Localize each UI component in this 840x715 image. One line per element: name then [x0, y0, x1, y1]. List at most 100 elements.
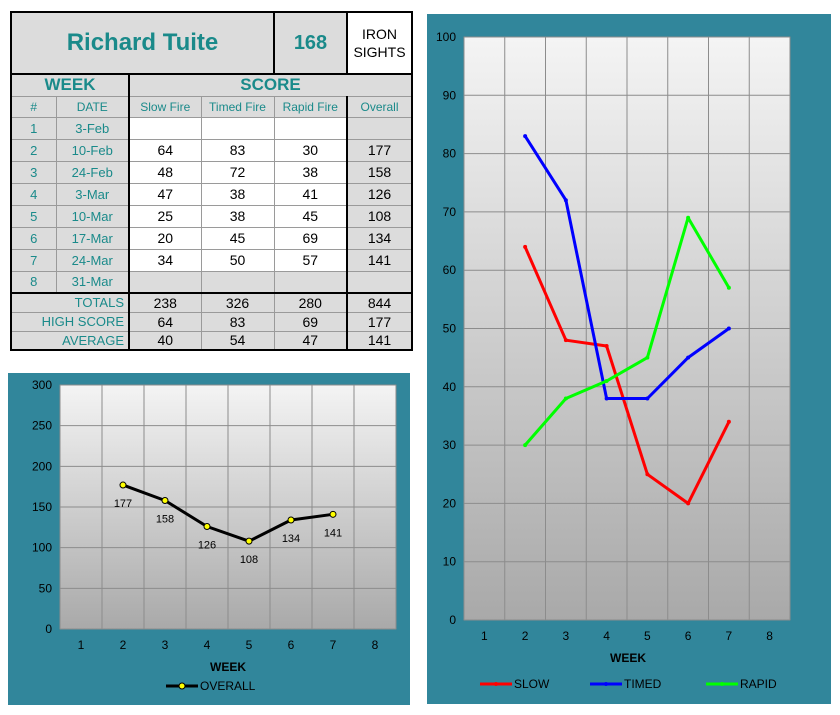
rapid-score — [273, 270, 348, 294]
high-score-timed: 83 — [200, 311, 275, 332]
col-header-slow: Slow Fire — [128, 95, 202, 118]
score-section-header: SCORE — [128, 73, 413, 97]
series-line-timed — [523, 135, 730, 400]
totals-row: TOTALS 238 326 280 844 — [10, 292, 413, 313]
overall-score: 177 — [346, 138, 413, 162]
rapid-score: 57 — [273, 248, 348, 272]
series-line-rapid — [523, 216, 731, 447]
column-header-row: # DATE Slow Fire Timed Fire Rapid Fire O… — [10, 95, 413, 118]
slow-score: 25 — [128, 204, 202, 228]
overall-score: 141 — [346, 248, 413, 272]
x-tick-label: 2 — [120, 638, 127, 652]
data-point — [686, 355, 691, 360]
y-tick-label: 70 — [443, 205, 457, 219]
x-tick-label: 3 — [563, 629, 570, 643]
row-date: 3-Feb — [55, 116, 130, 140]
data-label: 141 — [324, 527, 342, 539]
row-date: 10-Mar — [55, 204, 130, 228]
rapid-score: 41 — [273, 182, 348, 206]
sights-type: IRON SIGHTS — [346, 11, 413, 75]
table-row: 2 10-Feb 64 83 30 177 — [10, 138, 413, 162]
col-header-date: DATE — [55, 95, 130, 118]
rapid-score: 38 — [273, 160, 348, 184]
data-label: 177 — [114, 498, 132, 510]
average-timed: 54 — [200, 330, 275, 351]
y-tick-label: 50 — [39, 581, 53, 595]
average-overall: 141 — [346, 330, 413, 351]
data-point — [645, 472, 650, 477]
data-point — [726, 419, 731, 424]
slow-score — [128, 270, 202, 294]
row-number: 3 — [10, 160, 57, 184]
data-point — [645, 396, 650, 401]
row-date: 24-Feb — [55, 160, 130, 184]
legend-marker — [494, 682, 498, 686]
legend-marker — [720, 682, 724, 686]
y-tick-label: 300 — [32, 378, 52, 392]
overall-score — [346, 116, 413, 140]
data-point — [604, 343, 609, 348]
sights-line1: IRON — [362, 26, 397, 42]
row-date: 31-Mar — [55, 270, 130, 294]
row-number: 7 — [10, 248, 57, 272]
y-tick-label: 200 — [32, 459, 52, 473]
data-point — [287, 516, 295, 524]
y-tick-label: 30 — [443, 438, 457, 452]
totals-rapid: 280 — [273, 292, 348, 313]
y-tick-label: 90 — [443, 88, 457, 102]
data-label: 108 — [240, 554, 258, 566]
stage-chart: 0 10 20 30 40 50 60 70 80 90 100 1 2 3 4 5 6 7 8 WEEK SLO… — [427, 14, 831, 704]
table-row: 7 24-Mar 34 50 57 141 — [10, 248, 413, 272]
shooter-number: 168 — [273, 11, 348, 75]
x-tick-label: 4 — [603, 629, 610, 643]
high-score-overall: 177 — [346, 311, 413, 332]
row-date: 24-Mar — [55, 248, 130, 272]
series-line-overall — [122, 483, 334, 543]
y-tick-label: 80 — [443, 147, 457, 161]
high-score-slow: 64 — [128, 311, 202, 332]
overall-score: 158 — [346, 160, 413, 184]
data-label: 126 — [198, 540, 216, 552]
col-header-timed: Timed Fire — [200, 95, 275, 118]
timed-score: 72 — [200, 160, 275, 184]
row-date: 10-Feb — [55, 138, 130, 162]
x-tick-label: 2 — [522, 629, 529, 643]
row-number: 8 — [10, 270, 57, 294]
totals-timed: 326 — [200, 292, 275, 313]
y-tick-label: 150 — [32, 500, 52, 514]
timed-score — [200, 270, 275, 294]
data-point — [563, 198, 568, 203]
data-point — [604, 378, 609, 383]
y-tick-label: 0 — [449, 613, 456, 627]
y-tick-label: 10 — [443, 555, 457, 569]
table-row: 5 10-Mar 25 38 45 108 — [10, 204, 413, 228]
x-tick-label: 6 — [685, 629, 692, 643]
series-line-slow — [523, 246, 731, 505]
y-tick-label: 50 — [443, 322, 457, 336]
x-tick-label: 5 — [644, 629, 651, 643]
timed-score: 38 — [200, 182, 275, 206]
row-number: 2 — [10, 138, 57, 162]
x-tick-label: 8 — [766, 629, 773, 643]
timed-score: 38 — [200, 204, 275, 228]
x-tick-label: 6 — [288, 638, 295, 652]
totals-slow: 238 — [128, 292, 202, 313]
data-point — [245, 537, 253, 545]
data-point — [523, 134, 528, 139]
score-table: Richard Tuite 168 IRON SIGHTS WEEK SCORE … — [10, 11, 413, 351]
data-point — [726, 326, 731, 331]
data-point — [645, 355, 650, 360]
timed-score: 50 — [200, 248, 275, 272]
average-label: AVERAGE — [10, 330, 130, 351]
table-row: 4 3-Mar 47 38 41 126 — [10, 182, 413, 206]
legend-marker — [604, 682, 608, 686]
data-point — [203, 523, 211, 531]
row-number: 6 — [10, 226, 57, 250]
slow-score: 34 — [128, 248, 202, 272]
slow-score: 48 — [128, 160, 202, 184]
table-row: 8 31-Mar — [10, 270, 413, 294]
data-point — [563, 396, 568, 401]
data-point — [563, 338, 568, 343]
data-label: 134 — [282, 533, 300, 545]
row-number: 5 — [10, 204, 57, 228]
